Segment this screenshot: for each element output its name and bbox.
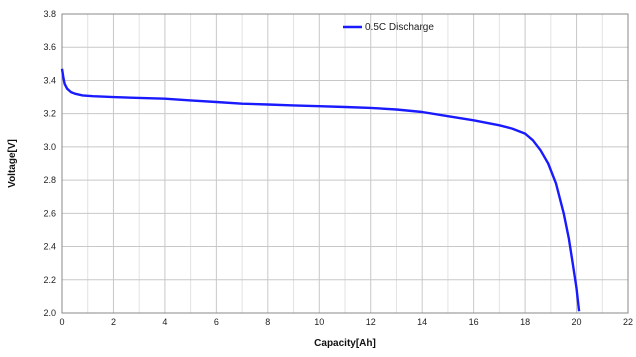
y-tick-label: 2.6 (43, 208, 56, 218)
x-tick-label: 20 (572, 317, 582, 327)
x-tick-label: 6 (214, 317, 219, 327)
x-tick-label: 2 (111, 317, 116, 327)
x-tick-label: 8 (265, 317, 270, 327)
y-axis-title: Voltage[V] (7, 139, 18, 188)
x-tick-label: 4 (162, 317, 167, 327)
y-tick-label: 3.2 (43, 109, 56, 119)
x-tick-label: 0 (59, 317, 64, 327)
x-tick-label: 18 (520, 317, 530, 327)
legend: 0.5C Discharge (343, 22, 434, 33)
axes (61, 13, 629, 314)
tick-labels: 0 2 4 6 8 10 12 14 16 18 20 22 2.0 2.2 2.4 2.6 2.8 3.0 3.2… (43, 9, 633, 327)
legend-label: 0.5C Discharge (365, 22, 434, 33)
y-tick-label: 3.4 (43, 75, 56, 85)
y-tick-label: 3.0 (43, 142, 56, 152)
x-axis-title: Capacity[Ah] (314, 338, 376, 349)
x-tick-label: 12 (366, 317, 376, 327)
y-tick-label: 2.8 (43, 175, 56, 185)
y-tick-label: 2.4 (43, 242, 56, 252)
x-tick-label: 14 (417, 317, 427, 327)
y-tick-label: 2.2 (43, 275, 56, 285)
grid-lines (61, 13, 629, 314)
series-line (60, 68, 581, 312)
x-tick-label: 10 (314, 317, 324, 327)
plot-border (61, 13, 629, 314)
series-lines (60, 68, 581, 312)
y-tick-label: 2.0 (43, 308, 56, 318)
x-tick-label: 22 (623, 317, 633, 327)
x-tick-label: 16 (469, 317, 479, 327)
y-tick-label: 3.8 (43, 9, 56, 19)
y-tick-label: 3.6 (43, 42, 56, 52)
